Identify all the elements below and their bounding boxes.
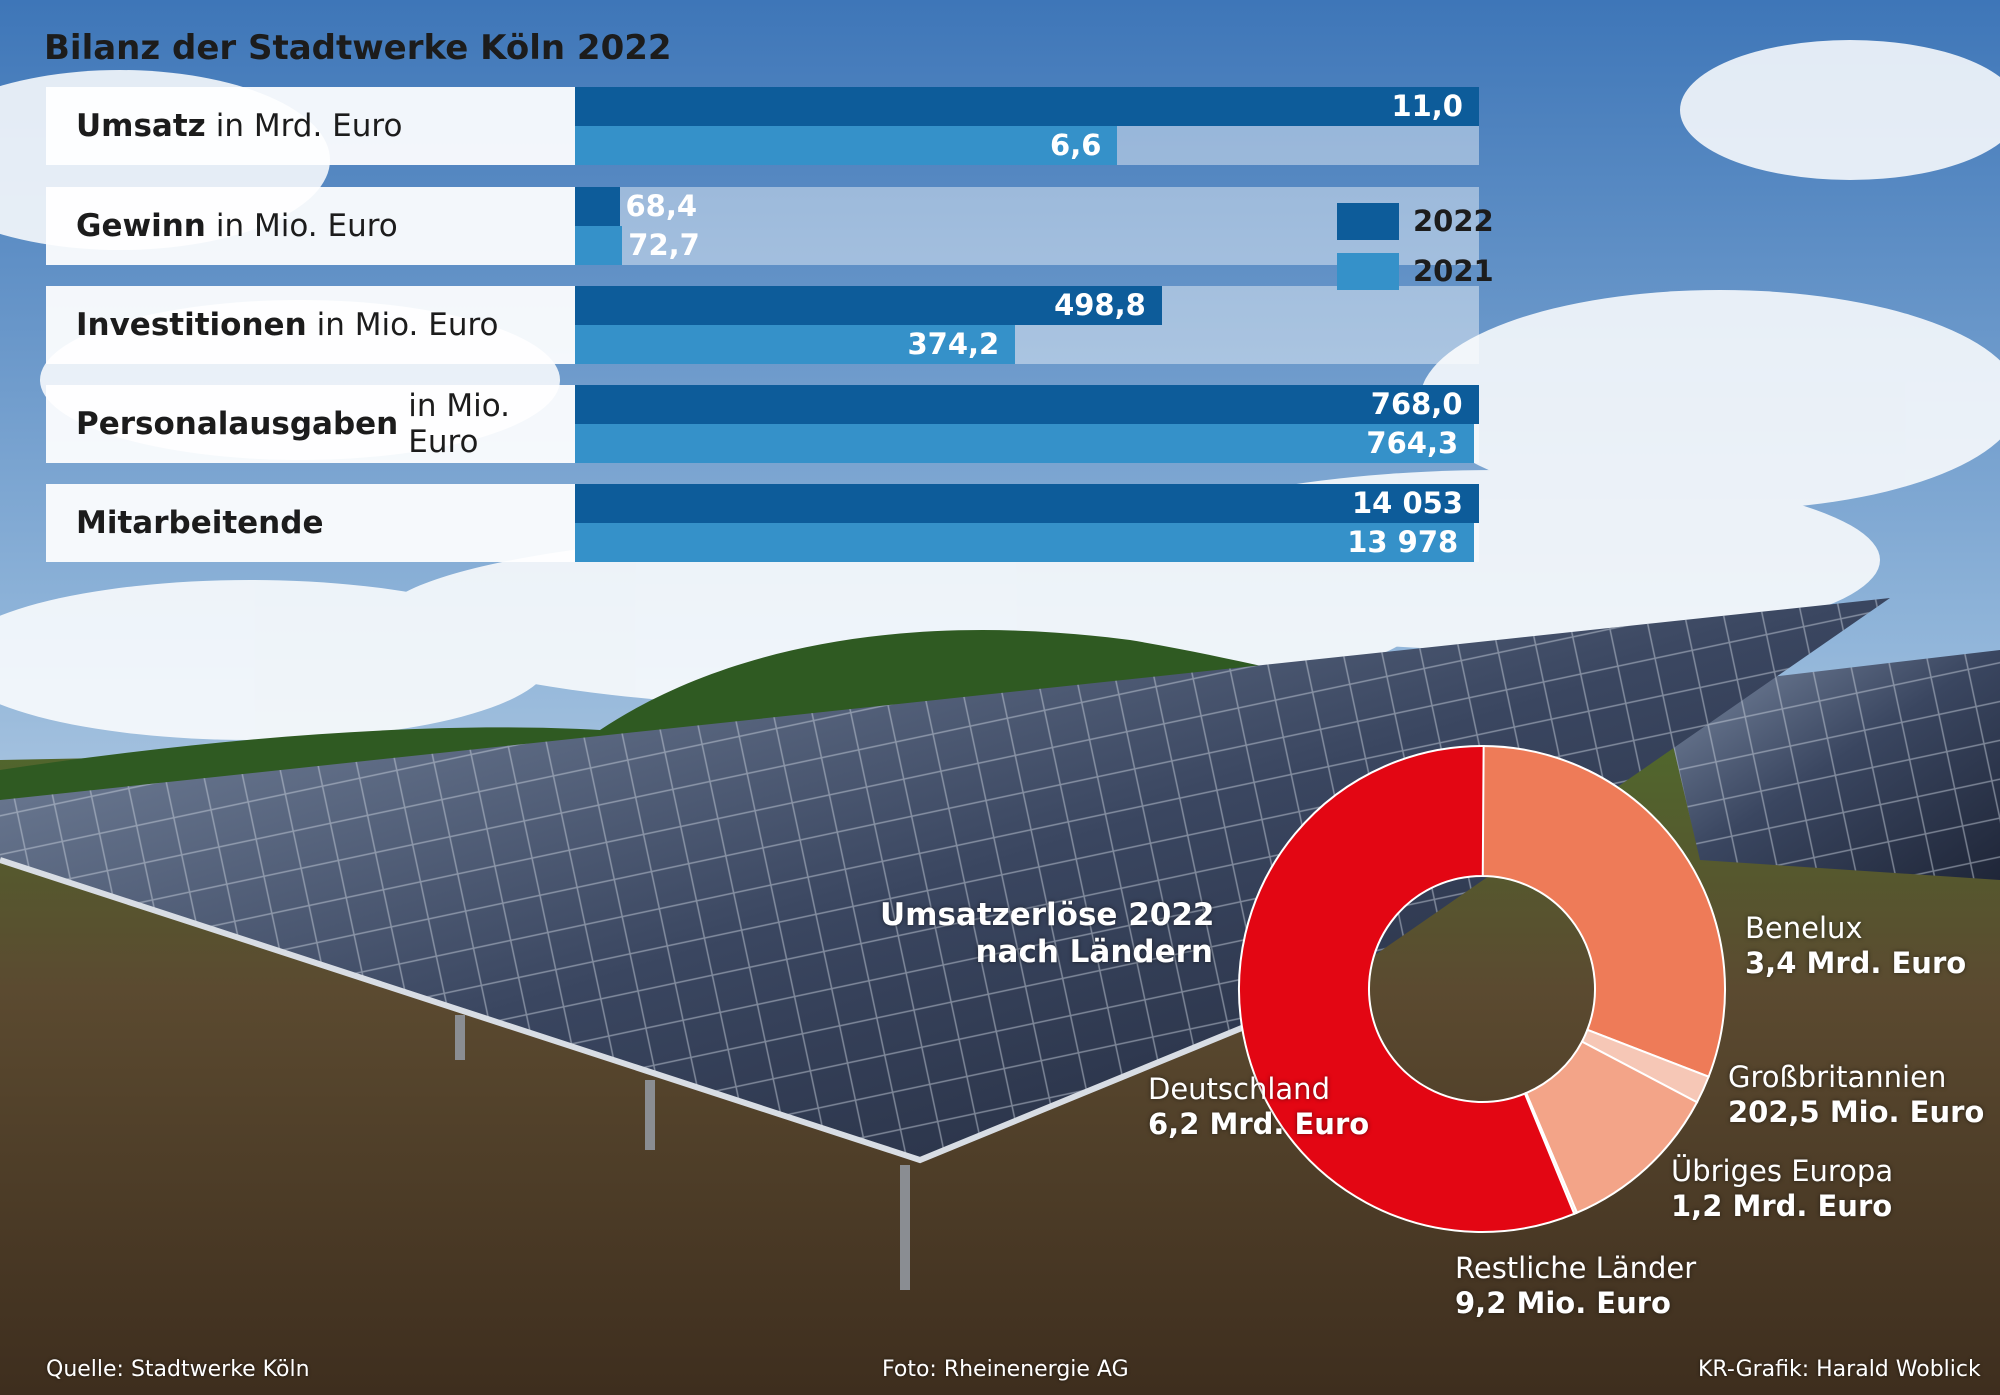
bar-value-label: 768,0 — [1370, 387, 1463, 421]
photo-credit: Foto: Rheinenergie AG — [882, 1357, 1129, 1382]
row-label: Umsatz in Mrd. Euro — [46, 87, 575, 165]
donut-title: Umsatzerlöse 2022 nach Ländern — [880, 897, 1215, 971]
bar-2022 — [575, 484, 1479, 523]
row-label: Gewinn in Mio. Euro — [46, 187, 575, 265]
bar-value-label: 764,3 — [1366, 426, 1459, 460]
pie-label-benelux: Benelux 3,4 Mrd. Euro — [1745, 911, 1966, 981]
bar-2021 — [575, 325, 1016, 364]
row-label: Personalausgaben in Mio. Euro — [46, 385, 575, 463]
row-label-unit: in Mio. Euro — [316, 307, 499, 343]
donut-title-line-2: nach Ländern — [975, 934, 1213, 970]
bar-2022 — [575, 286, 1162, 325]
pie-label-value: 6,2 Mrd. Euro — [1148, 1107, 1370, 1141]
pie-label-uebriges-europa: Übriges Europa 1,2 Mrd. Euro — [1671, 1154, 1893, 1224]
pie-label-restliche-laender: Restliche Länder 9,2 Mio. Euro — [1455, 1251, 1696, 1321]
row-label-unit: in Mrd. Euro — [215, 108, 403, 144]
bar-value-label: 13 978 — [1347, 525, 1459, 559]
bar-2022 — [575, 87, 1479, 126]
graphic-credit: KR-Grafik: Harald Woblick — [1698, 1357, 1981, 1382]
row-label-name: Personalausgaben — [76, 406, 399, 442]
legend-label: 2021 — [1413, 254, 1494, 288]
pie-label-value: 1,2 Mrd. Euro — [1671, 1189, 1893, 1223]
bar-value-label: 14 053 — [1352, 486, 1463, 520]
pie-label-deutschland: Deutschland 6,2 Mrd. Euro — [1148, 1072, 1369, 1142]
row-label-unit: in Mio. Euro — [408, 388, 510, 460]
bar-2022 — [575, 187, 620, 226]
pie-label-value: 9,2 Mio. Euro — [1455, 1286, 1671, 1320]
legend-label: 2022 — [1413, 204, 1494, 238]
row-label: Mitarbeitende — [46, 484, 575, 562]
bar-value-label: 11,0 — [1391, 89, 1463, 123]
pie-label-value: 202,5 Mio. Euro — [1728, 1095, 1985, 1129]
bar-value-label: 6,6 — [1050, 128, 1102, 162]
pie-label-name: Übriges Europa — [1671, 1154, 1894, 1188]
pie-label-value: 3,4 Mrd. Euro — [1745, 946, 1967, 980]
pie-label-name: Großbritannien — [1728, 1060, 1947, 1094]
pie-label-name: Deutschland — [1148, 1072, 1330, 1106]
legend-swatch-2021 — [1337, 253, 1399, 290]
pie-label-name: Benelux — [1745, 911, 1863, 945]
bar-2021 — [575, 424, 1475, 463]
bar-row-background — [575, 187, 1479, 265]
bar-2022 — [575, 385, 1479, 424]
row-label-name: Gewinn — [76, 208, 206, 244]
bar-value-label: 374,2 — [907, 327, 1000, 361]
legend-swatch-2022 — [1337, 203, 1399, 240]
row-label-name: Investitionen — [76, 307, 307, 343]
row-label: Investitionen in Mio. Euro — [46, 286, 575, 364]
bar-value-label: 72,7 — [628, 228, 700, 262]
bar-2021 — [575, 523, 1475, 562]
pie-label-grossbritannien: Großbritannien 202,5 Mio. Euro — [1728, 1060, 1984, 1130]
row-label-unit: in Mio. Euro — [215, 208, 398, 244]
bar-value-label: 498,8 — [1054, 288, 1146, 322]
bar-2021 — [575, 226, 623, 265]
row-label-name: Mitarbeitende — [76, 505, 324, 541]
pie-label-name: Restliche Länder — [1455, 1251, 1697, 1285]
row-label-name: Umsatz — [76, 108, 206, 144]
source-note: Quelle: Stadtwerke Köln — [46, 1357, 310, 1382]
donut-title-line-1: Umsatzerlöse 2022 — [880, 897, 1215, 933]
bar-2021 — [575, 126, 1118, 165]
bar-value-label: 68,4 — [625, 189, 698, 223]
chart-title: Bilanz der Stadtwerke Köln 2022 — [44, 28, 672, 68]
